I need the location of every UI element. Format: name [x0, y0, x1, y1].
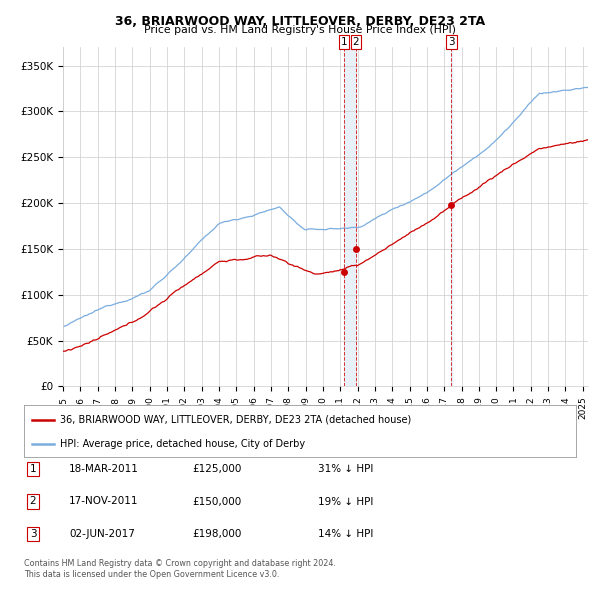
- Text: Contains HM Land Registry data © Crown copyright and database right 2024.
This d: Contains HM Land Registry data © Crown c…: [24, 559, 336, 579]
- Text: 2: 2: [353, 37, 359, 47]
- Text: 02-JUN-2017: 02-JUN-2017: [69, 529, 135, 539]
- Text: 1: 1: [29, 464, 37, 474]
- Text: 36, BRIARWOOD WAY, LITTLEOVER, DERBY, DE23 2TA (detached house): 36, BRIARWOOD WAY, LITTLEOVER, DERBY, DE…: [60, 415, 411, 425]
- Text: 1: 1: [341, 37, 347, 47]
- Text: £150,000: £150,000: [192, 497, 241, 506]
- Text: 19% ↓ HPI: 19% ↓ HPI: [318, 497, 373, 506]
- Text: 31% ↓ HPI: 31% ↓ HPI: [318, 464, 373, 474]
- Text: £198,000: £198,000: [192, 529, 241, 539]
- Text: HPI: Average price, detached house, City of Derby: HPI: Average price, detached house, City…: [60, 440, 305, 449]
- Bar: [344, 47, 356, 386]
- Text: 18-MAR-2011: 18-MAR-2011: [69, 464, 139, 474]
- Text: 17-NOV-2011: 17-NOV-2011: [69, 497, 139, 506]
- Text: £125,000: £125,000: [192, 464, 241, 474]
- Text: Price paid vs. HM Land Registry's House Price Index (HPI): Price paid vs. HM Land Registry's House …: [144, 25, 456, 35]
- Text: 36, BRIARWOOD WAY, LITTLEOVER, DERBY, DE23 2TA: 36, BRIARWOOD WAY, LITTLEOVER, DERBY, DE…: [115, 15, 485, 28]
- Text: 14% ↓ HPI: 14% ↓ HPI: [318, 529, 373, 539]
- Text: 2: 2: [29, 497, 37, 506]
- Text: 3: 3: [29, 529, 37, 539]
- Bar: [451, 47, 452, 386]
- Text: 3: 3: [448, 37, 455, 47]
